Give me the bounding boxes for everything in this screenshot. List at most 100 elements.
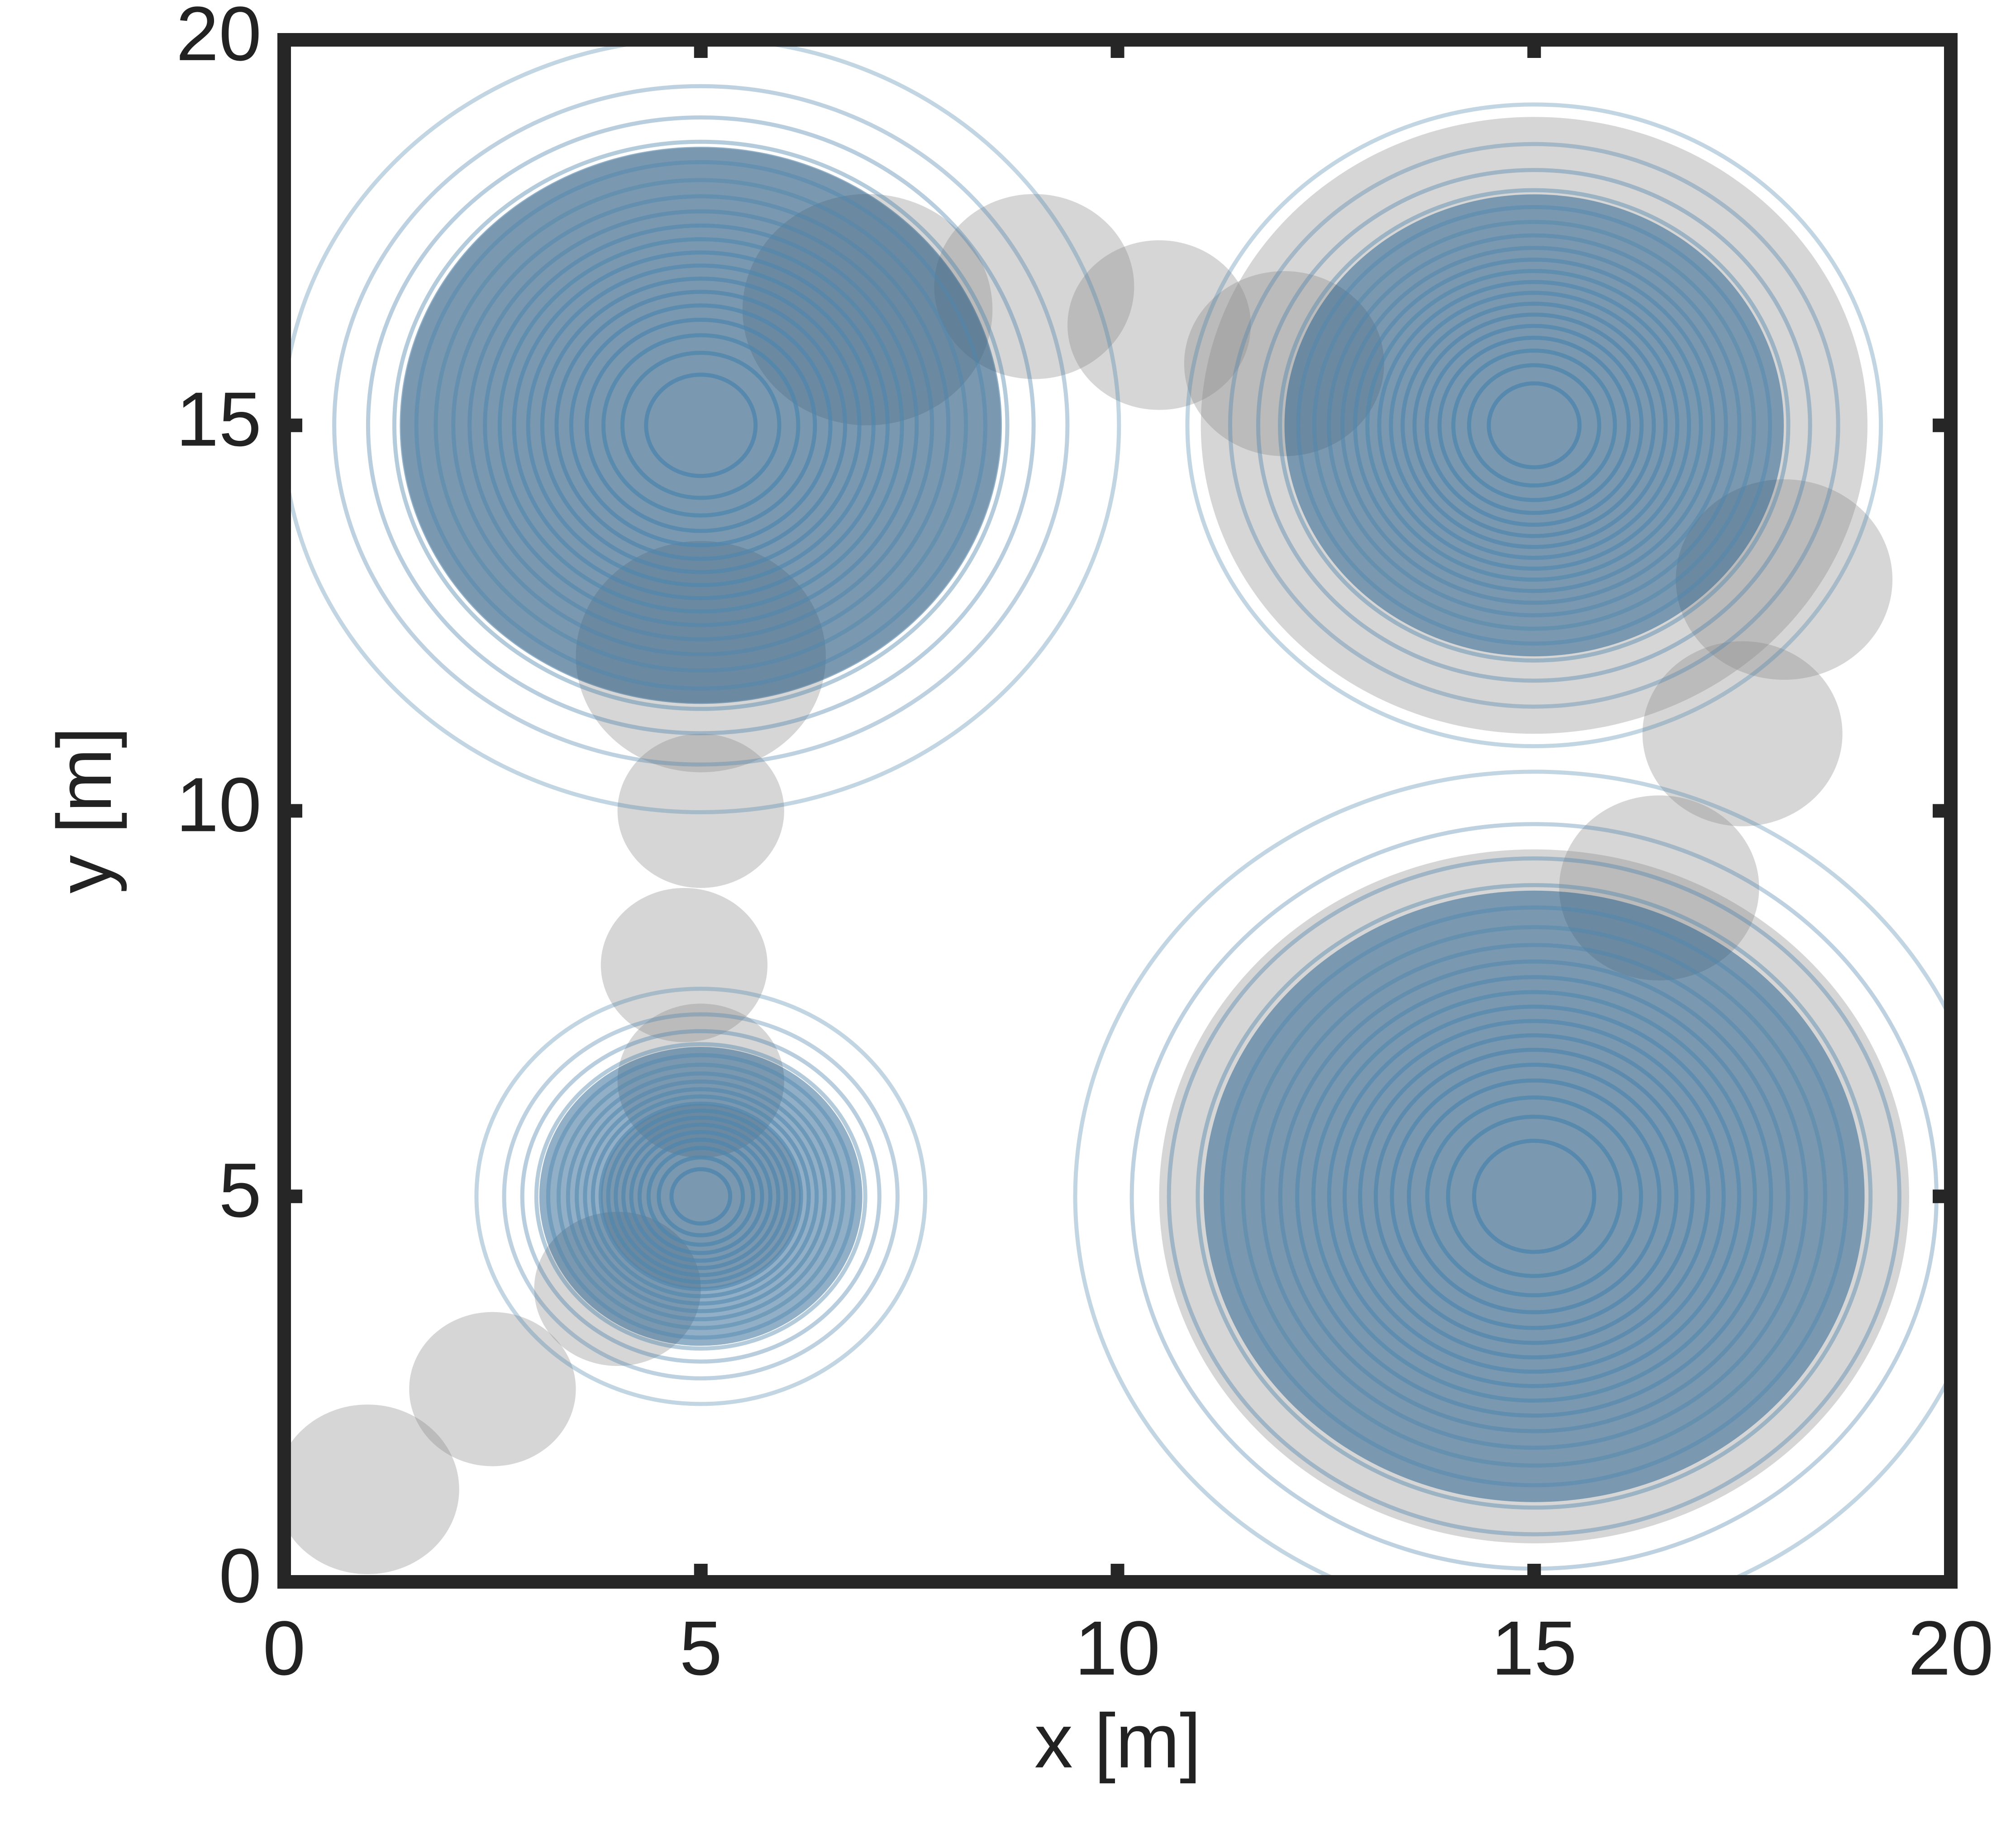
x-tick-label: 20 — [1908, 1605, 1993, 1691]
contour-line — [1406, 1078, 1662, 1314]
trajectory-disc — [1201, 117, 1868, 734]
contour-line — [284, 40, 1121, 814]
contour-line — [598, 1101, 803, 1291]
contour-line — [1342, 1019, 1726, 1374]
contour-line — [392, 139, 1010, 711]
contour-line — [1256, 168, 1812, 683]
x-tick-label: 5 — [679, 1605, 722, 1691]
contour-line — [644, 372, 758, 478]
x-tick-label: 15 — [1491, 1605, 1577, 1691]
trajectory-disc — [617, 734, 784, 888]
contour-line — [1472, 1138, 1596, 1254]
contour-line — [483, 223, 919, 627]
axes: 0 5 10 15 20 0 5 10 15 20 — [176, 0, 1994, 1691]
contour-line — [1296, 205, 1773, 646]
contour-line — [1196, 883, 1873, 1510]
contour-line — [1220, 905, 1849, 1487]
contour-line — [1446, 1114, 1622, 1278]
contour-line — [1260, 943, 1808, 1450]
trajectory-disc — [1642, 641, 1843, 826]
contour-line — [1389, 291, 1680, 560]
contour-line — [620, 350, 781, 500]
contour-line — [1241, 925, 1827, 1468]
contour-line — [1312, 220, 1756, 631]
contour-line — [1073, 769, 1951, 1582]
contour-line — [1228, 142, 1840, 709]
contour-line — [474, 987, 928, 1406]
contour-line — [601, 333, 800, 518]
contour-line — [575, 1079, 827, 1313]
contour-line — [451, 194, 951, 657]
contour-line — [1327, 233, 1742, 617]
contour-line — [520, 1029, 881, 1364]
contour-line — [1401, 301, 1668, 549]
contour-line — [583, 1087, 819, 1306]
y-axis-label: y [m] — [42, 727, 128, 893]
contour-line — [1425, 1095, 1643, 1298]
peak-shade — [539, 1047, 862, 1346]
contour-line — [1353, 258, 1715, 593]
contour-line — [1425, 324, 1644, 527]
contour-line — [414, 160, 987, 691]
contour-line — [1295, 975, 1773, 1418]
contour-line — [621, 1122, 781, 1270]
contour-line — [1487, 381, 1582, 470]
contour-line — [1340, 246, 1728, 605]
contour-line — [657, 1155, 745, 1237]
trajectory-disc — [1159, 849, 1909, 1543]
contour-line — [1278, 959, 1790, 1433]
y-tick-label: 10 — [176, 762, 262, 848]
trajectory-disc — [409, 1312, 576, 1466]
y-tick-label: 0 — [219, 1533, 262, 1619]
contour-line — [569, 303, 833, 548]
contour-line — [637, 1137, 764, 1255]
trajectory-disc — [1067, 240, 1251, 410]
contour-line — [1377, 280, 1692, 571]
contour-line — [434, 178, 968, 673]
contour-line — [1185, 102, 1883, 749]
contour-line — [497, 237, 904, 614]
x-axis-label: x [m] — [1034, 1698, 1201, 1784]
contour-line — [502, 1012, 900, 1380]
trajectory-disc — [934, 194, 1134, 379]
contour-line — [1311, 990, 1757, 1403]
peak-shade — [1204, 890, 1865, 1502]
contour-line — [332, 84, 1070, 767]
contour-line — [606, 1108, 796, 1285]
peak-shade — [400, 147, 1002, 704]
y-tick-label: 20 — [176, 0, 262, 77]
trajectory-disc — [284, 1404, 459, 1574]
y-tick-label: 5 — [219, 1147, 262, 1233]
contour-line — [512, 250, 890, 601]
x-tick-label: 0 — [263, 1605, 306, 1691]
contour-line — [585, 317, 817, 533]
plot-area — [284, 40, 1951, 1582]
contour-line — [534, 1042, 867, 1351]
contour-line — [546, 1053, 856, 1340]
contour-line — [1390, 1063, 1679, 1330]
contour-line — [1278, 188, 1791, 663]
contour-line — [554, 290, 848, 561]
contour-line — [1358, 1033, 1711, 1360]
contour-line — [1437, 335, 1631, 515]
contour-line — [526, 263, 876, 587]
contour-line — [556, 1062, 845, 1330]
contour-line — [1467, 363, 1601, 488]
contour-line — [646, 1146, 755, 1247]
contour-line — [629, 1130, 772, 1263]
contour-line — [540, 277, 862, 574]
contour-line — [467, 209, 934, 641]
trajectory-disc — [576, 541, 826, 773]
trajectory-disc — [1559, 795, 1759, 981]
trajectory-disc — [600, 888, 768, 1042]
trajectory-disc — [1676, 479, 1893, 680]
contour-line — [1373, 1048, 1695, 1345]
trajectory-disc — [1184, 271, 1384, 456]
contour-line — [1412, 312, 1656, 538]
contour-line — [1327, 1004, 1741, 1388]
contour-line — [591, 1094, 811, 1299]
contour-line — [1167, 856, 1901, 1537]
contour-line — [1365, 269, 1703, 582]
contour-line — [566, 1071, 836, 1322]
